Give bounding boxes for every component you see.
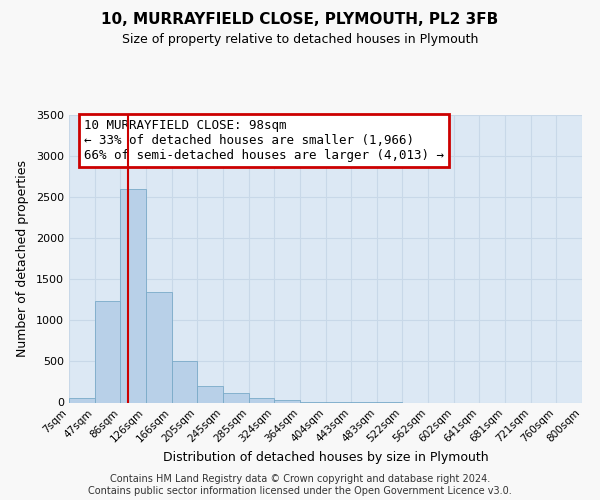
Bar xyxy=(274,400,300,402)
Bar xyxy=(223,394,249,402)
Bar xyxy=(146,292,172,403)
Bar xyxy=(172,362,197,403)
Bar xyxy=(69,398,95,402)
Y-axis label: Number of detached properties: Number of detached properties xyxy=(16,160,29,357)
Text: 10 MURRAYFIELD CLOSE: 98sqm
← 33% of detached houses are smaller (1,966)
66% of : 10 MURRAYFIELD CLOSE: 98sqm ← 33% of det… xyxy=(85,120,445,162)
Text: Contains HM Land Registry data © Crown copyright and database right 2024.: Contains HM Land Registry data © Crown c… xyxy=(110,474,490,484)
Bar xyxy=(249,398,274,402)
Text: Size of property relative to detached houses in Plymouth: Size of property relative to detached ho… xyxy=(122,32,478,46)
Bar xyxy=(197,386,223,402)
Text: Contains public sector information licensed under the Open Government Licence v3: Contains public sector information licen… xyxy=(88,486,512,496)
X-axis label: Distribution of detached houses by size in Plymouth: Distribution of detached houses by size … xyxy=(163,451,488,464)
Bar xyxy=(95,302,120,402)
Bar xyxy=(120,189,146,402)
Text: 10, MURRAYFIELD CLOSE, PLYMOUTH, PL2 3FB: 10, MURRAYFIELD CLOSE, PLYMOUTH, PL2 3FB xyxy=(101,12,499,28)
